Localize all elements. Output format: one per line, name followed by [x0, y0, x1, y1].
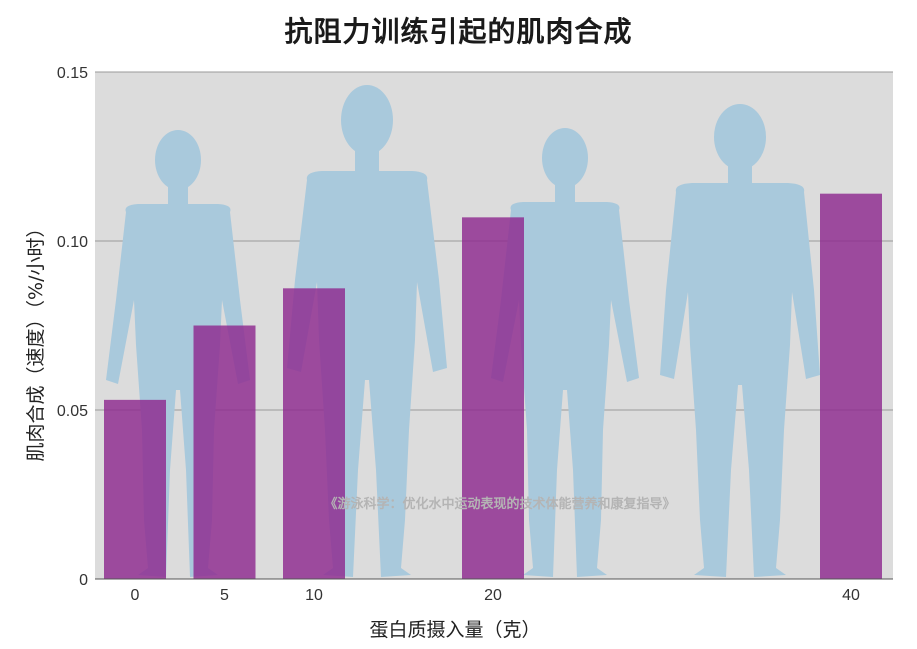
- bars: [104, 193, 882, 579]
- bar: [193, 325, 256, 579]
- y-axis-label: 肌肉合成（速度）（%/小时）: [25, 219, 47, 462]
- bar: [462, 217, 524, 579]
- bar: [283, 288, 345, 579]
- human-silhouettes: [106, 85, 820, 577]
- human-silhouette-icon: [287, 85, 447, 577]
- x-tick-label: 20: [484, 587, 502, 604]
- y-tick-label: 0.15: [57, 65, 88, 82]
- y-tick-label: 0.10: [57, 234, 88, 251]
- human-silhouette-icon: [660, 104, 820, 577]
- y-tick-label: 0: [79, 572, 88, 589]
- x-tick-label: 40: [842, 587, 860, 604]
- bar: [104, 399, 166, 579]
- y-tick-labels: 0 0.05 0.10 0.15: [57, 65, 88, 589]
- x-tick-label: 0: [131, 587, 140, 604]
- x-tick-labels: 0 5 10 20 40: [131, 587, 860, 604]
- human-silhouette-icon: [491, 128, 639, 577]
- watermark-text: 《游泳科学：优化水中运动表现的技术体能营养和康复指导》: [324, 496, 675, 512]
- x-tick-label: 5: [220, 587, 229, 604]
- y-tick-label: 0.05: [57, 403, 88, 420]
- chart-title: 抗阻力训练引起的肌肉合成: [284, 15, 633, 48]
- bar: [820, 193, 882, 579]
- human-silhouette-icon: [106, 130, 250, 577]
- x-axis-label: 蛋白质摄入量（克）: [369, 619, 540, 641]
- x-tick-label: 10: [305, 587, 323, 604]
